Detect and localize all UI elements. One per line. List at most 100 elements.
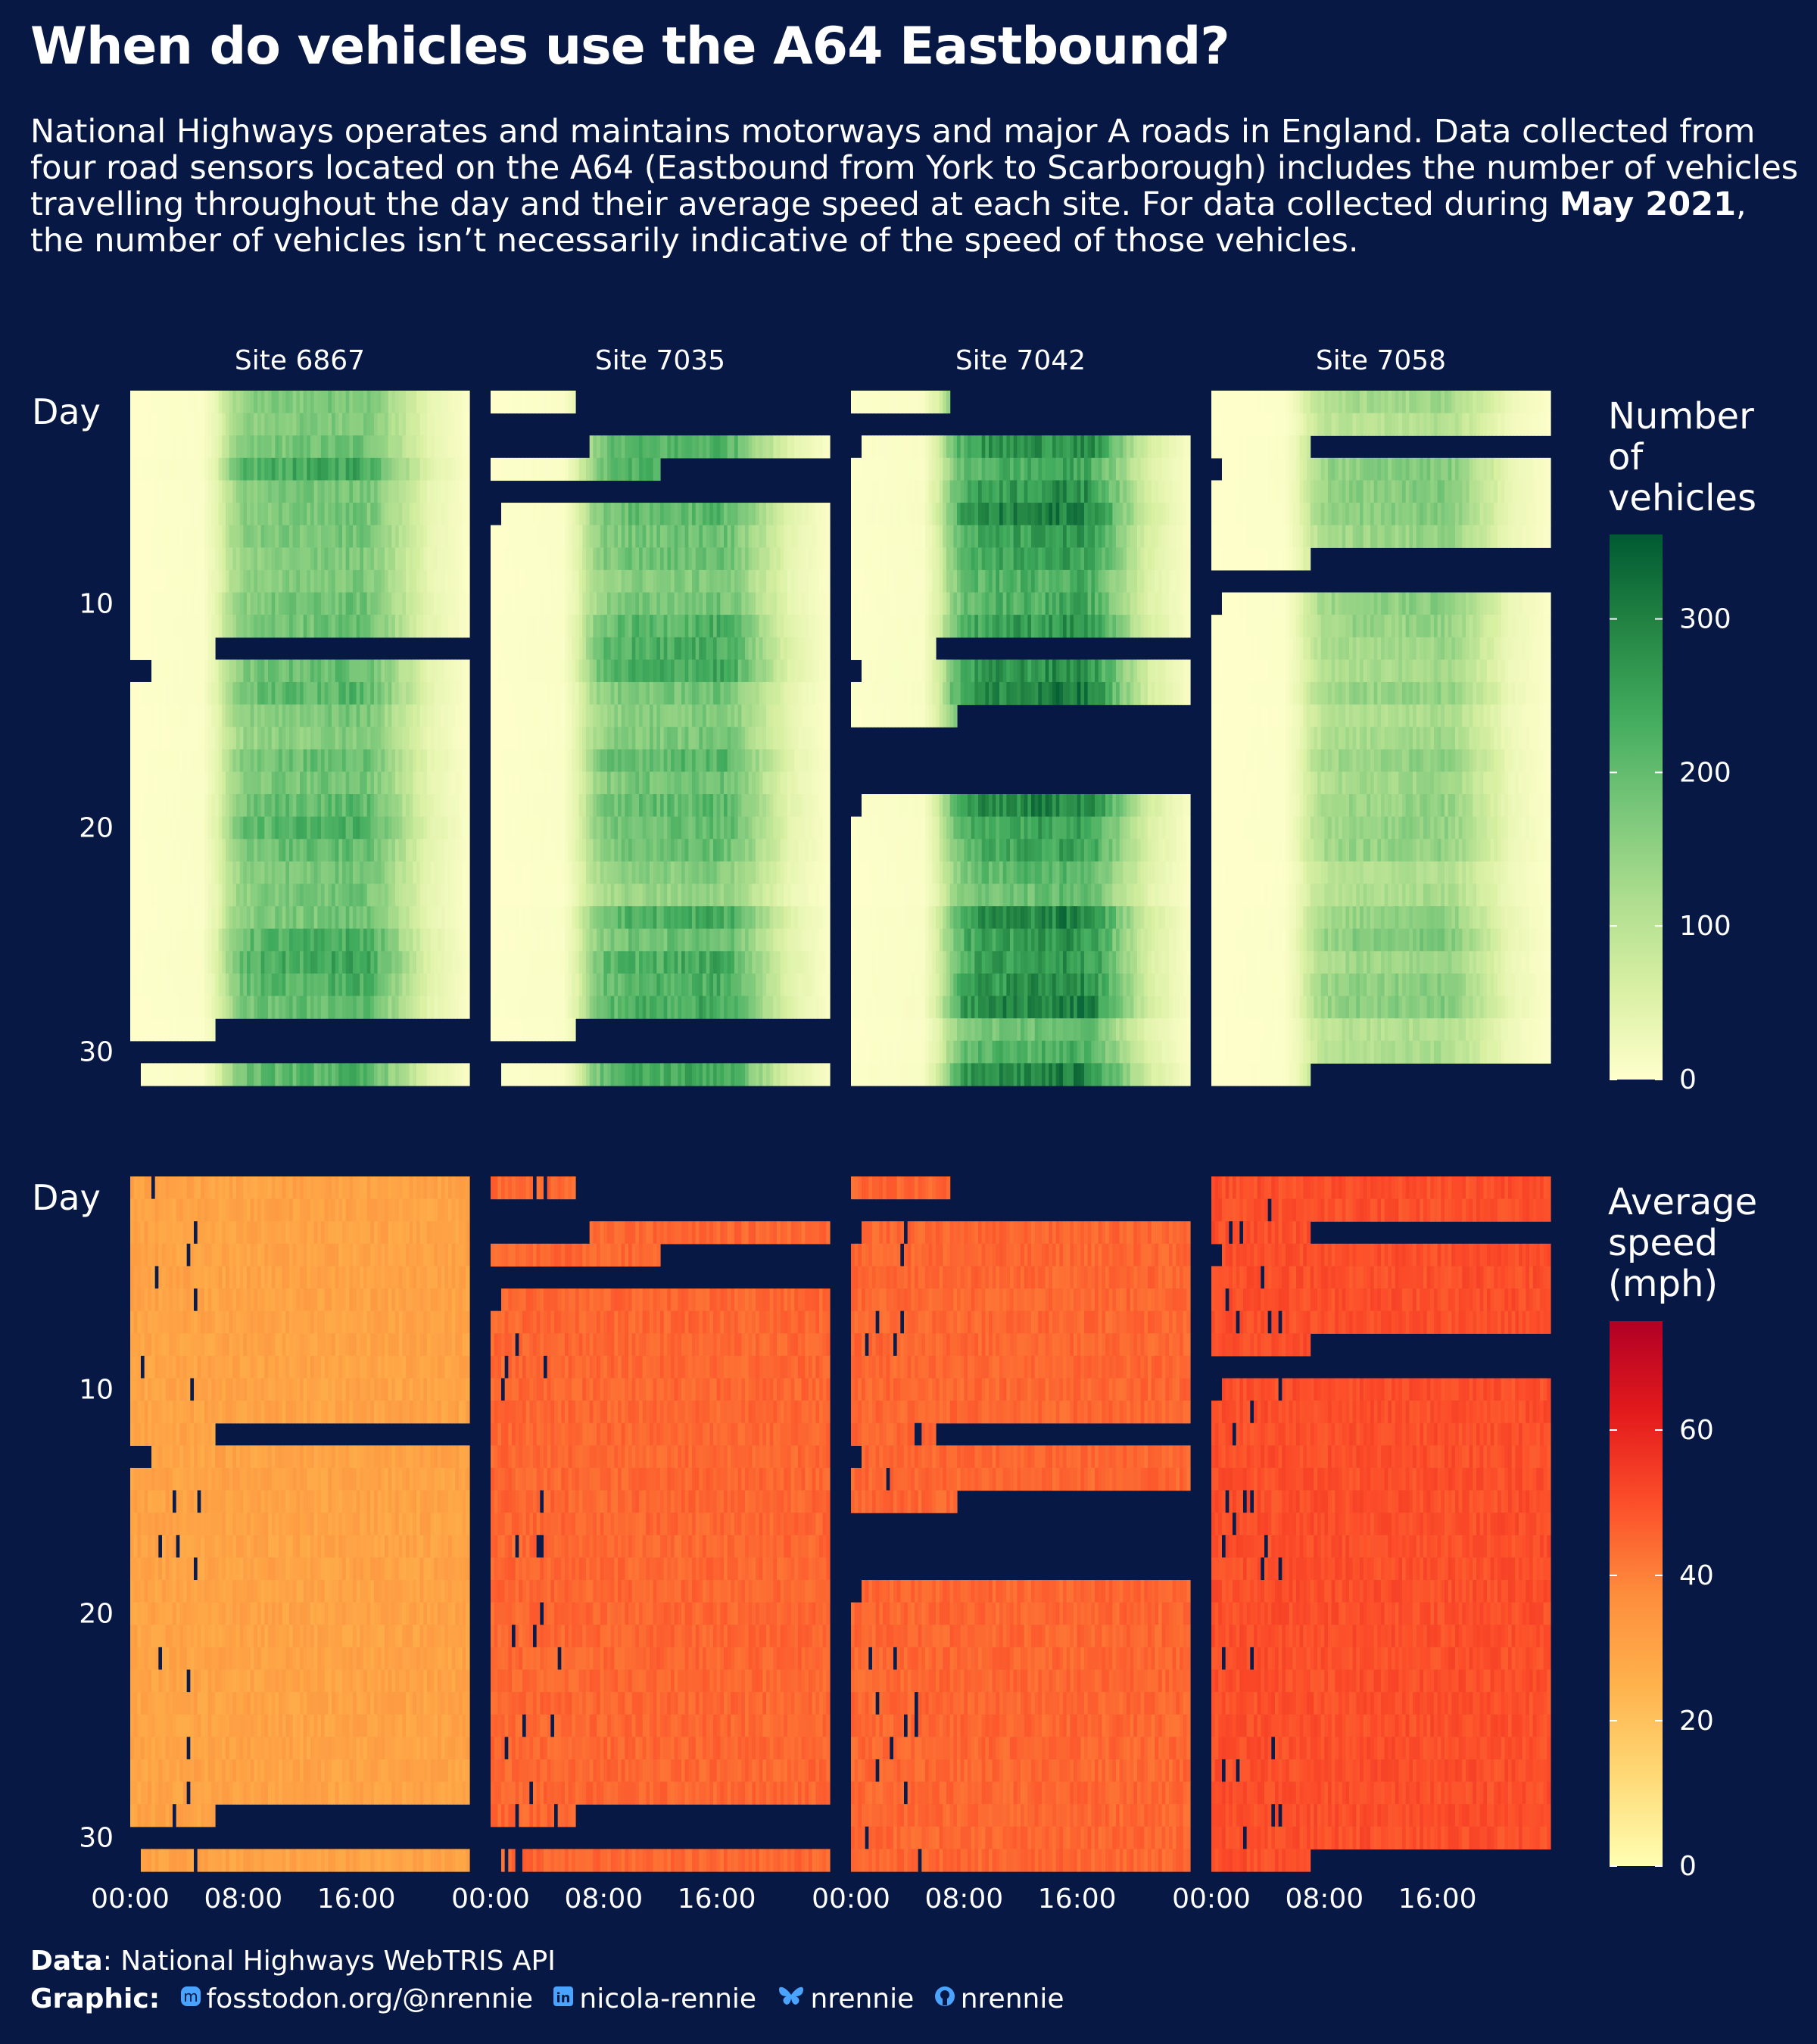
heatmap-cell <box>141 503 145 526</box>
heatmap-cell <box>229 435 233 459</box>
heatmap-cell <box>709 659 714 683</box>
heatmap-cell <box>402 1063 407 1086</box>
heatmap-cell <box>247 996 251 1019</box>
heatmap-cell <box>448 996 453 1019</box>
heatmap-cell <box>406 996 410 1019</box>
heatmap-cell <box>692 816 697 840</box>
heatmap-cell <box>162 637 167 660</box>
heatmap-cell <box>353 727 357 750</box>
heatmap-cell <box>441 592 445 615</box>
heatmap-cell <box>130 727 135 750</box>
heatmap-cell <box>748 681 753 706</box>
heatmap-cell <box>201 592 205 615</box>
heatmap-cell <box>385 681 389 706</box>
heatmap-cell <box>165 435 170 459</box>
heatmap-cell <box>819 592 824 615</box>
heatmap-cell <box>377 816 382 840</box>
heatmap-cell <box>169 480 173 503</box>
heatmap-cell <box>349 569 354 594</box>
heatmap-cell <box>557 749 562 773</box>
heatmap-cell <box>614 457 619 481</box>
heatmap-cell <box>519 928 523 952</box>
heatmap-cell <box>639 928 644 952</box>
heatmap-cell <box>144 569 148 594</box>
heatmap-cell <box>607 637 612 660</box>
heatmap-cell <box>674 771 678 795</box>
heatmap-cell <box>614 973 619 997</box>
heatmap-cell <box>141 794 145 818</box>
heatmap-cell <box>194 839 198 862</box>
heatmap-cell <box>279 816 283 840</box>
heatmap-cell <box>494 996 498 1019</box>
heatmap-cell <box>529 861 534 885</box>
heatmap-cell <box>391 391 396 414</box>
heatmap-cell <box>589 681 594 706</box>
heatmap-cell <box>148 794 152 818</box>
heatmap-cell <box>547 592 551 615</box>
heatmap-cell <box>737 771 742 795</box>
heatmap-cell <box>296 704 301 728</box>
heatmap-cell <box>141 951 145 974</box>
heatmap-cell <box>809 503 813 526</box>
heatmap-cell <box>300 413 304 436</box>
heatmap-cell <box>349 794 354 818</box>
heatmap-cell <box>395 928 400 952</box>
heatmap-cell <box>268 839 273 862</box>
heatmap-cell <box>406 727 410 750</box>
heatmap-cell <box>374 480 379 503</box>
heatmap-cell <box>130 704 135 728</box>
heatmap-cell <box>565 704 569 728</box>
heatmap-cell <box>419 906 424 930</box>
heatmap-cell <box>377 569 382 594</box>
heatmap-cell <box>229 928 233 952</box>
heatmap-cell <box>296 592 301 615</box>
heatmap-cell <box>434 861 438 885</box>
heatmap-cell <box>222 615 226 638</box>
heatmap-cell <box>610 615 615 638</box>
heatmap-cell <box>416 794 421 818</box>
heatmap-cell <box>374 839 379 862</box>
heatmap-cell <box>413 771 417 795</box>
heatmap-cell <box>190 413 195 436</box>
heatmap-cell <box>356 547 360 571</box>
heatmap-cell <box>826 569 831 594</box>
heatmap-cell <box>338 749 343 773</box>
heatmap-cell <box>300 996 304 1019</box>
heatmap-cell <box>317 413 322 436</box>
heatmap-cell <box>275 794 279 818</box>
heatmap-cell <box>406 951 410 974</box>
heatmap-cell <box>197 973 201 997</box>
heatmap-cell <box>448 547 453 571</box>
heatmap-cell <box>162 1018 167 1042</box>
heatmap-cell <box>614 681 619 706</box>
heatmap-cell <box>706 771 710 795</box>
heatmap-cell <box>381 391 385 414</box>
heatmap-cell <box>366 883 371 907</box>
heatmap-cell <box>194 794 198 818</box>
heatmap-cell <box>133 973 138 997</box>
heatmap-cell <box>554 816 559 840</box>
heatmap-cell <box>402 727 407 750</box>
heatmap-cell <box>724 727 728 750</box>
heatmap-cell <box>724 681 728 706</box>
heatmap-cell <box>335 816 339 840</box>
heatmap-cell <box>310 839 315 862</box>
heatmap-cell <box>416 413 421 436</box>
heatmap-cell <box>593 435 597 459</box>
heatmap-cell <box>663 771 668 795</box>
heatmap-cell <box>631 569 636 594</box>
heatmap-cell <box>423 503 428 526</box>
heatmap-cell <box>766 503 771 526</box>
heatmap-cell <box>257 457 262 481</box>
heatmap-cell <box>148 615 152 638</box>
heatmap-cell <box>395 816 400 840</box>
heatmap-cell <box>300 525 304 548</box>
heatmap-cell <box>459 592 463 615</box>
heatmap-cell <box>688 816 693 840</box>
heatmap-cell <box>684 659 689 683</box>
heatmap-cell <box>133 771 138 795</box>
heatmap-cell <box>582 659 587 683</box>
heatmap-cell <box>597 681 601 706</box>
heatmap-cell <box>247 727 251 750</box>
heatmap-cell <box>236 883 241 907</box>
